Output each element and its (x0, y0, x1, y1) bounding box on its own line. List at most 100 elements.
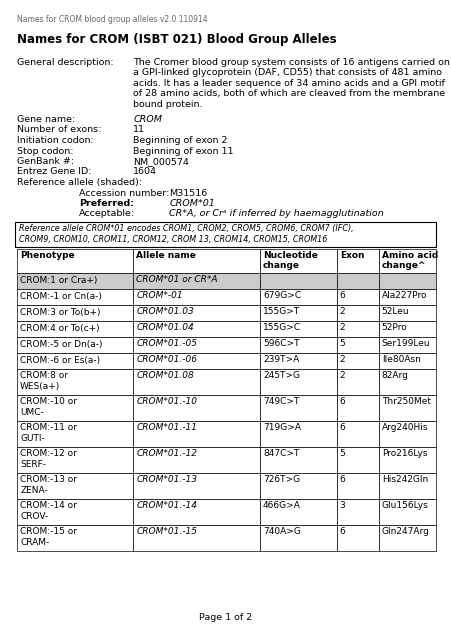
Text: M31516: M31516 (169, 189, 207, 198)
Text: 749C>T: 749C>T (262, 397, 299, 406)
Bar (259, 499, 336, 525)
Bar (378, 289, 435, 305)
Bar (133, 273, 259, 289)
Text: CROM*01.-13: CROM*01.-13 (136, 476, 197, 484)
Bar (133, 525, 259, 550)
Text: Reference allele (shaded):: Reference allele (shaded): (17, 178, 142, 187)
Text: CROM:-15 or
CRAM-: CROM:-15 or CRAM- (20, 527, 77, 547)
Text: Entrez Gene ID:: Entrez Gene ID: (17, 168, 92, 177)
Bar (133, 394, 259, 420)
Text: 6: 6 (339, 527, 345, 536)
Bar (259, 394, 336, 420)
Text: CROM*01.-10: CROM*01.-10 (136, 397, 197, 406)
Text: Accession number:: Accession number: (79, 189, 169, 198)
Text: 2: 2 (339, 323, 345, 333)
Bar (133, 353, 259, 369)
Bar (133, 337, 259, 353)
Text: GenBank #:: GenBank #: (17, 157, 74, 166)
Text: CROM*01.-12: CROM*01.-12 (136, 449, 197, 458)
Bar (133, 248, 259, 273)
Bar (133, 289, 259, 305)
Bar (378, 499, 435, 525)
Bar (259, 472, 336, 499)
Bar (378, 472, 435, 499)
Text: CROM*01.-05: CROM*01.-05 (136, 339, 197, 349)
Bar (259, 321, 336, 337)
Bar (336, 337, 378, 353)
Text: 6: 6 (339, 476, 345, 484)
Text: 239T>A: 239T>A (262, 355, 299, 365)
Bar (17, 353, 133, 369)
Bar (133, 369, 259, 394)
Bar (17, 248, 133, 273)
Text: CROM:4 or To(c+): CROM:4 or To(c+) (20, 323, 100, 333)
Bar (378, 353, 435, 369)
Text: 1604: 1604 (133, 168, 157, 177)
Text: 466G>A: 466G>A (262, 502, 300, 511)
Text: Phenotype: Phenotype (20, 250, 74, 259)
Text: NM_000574: NM_000574 (133, 157, 189, 166)
Bar (378, 337, 435, 353)
Text: CROM:8 or
WES(a+): CROM:8 or WES(a+) (20, 371, 68, 391)
Text: 6: 6 (339, 424, 345, 433)
Bar (17, 420, 133, 447)
Bar (133, 447, 259, 472)
Bar (133, 305, 259, 321)
Text: 740A>G: 740A>G (262, 527, 300, 536)
Text: Page 1 of 2: Page 1 of 2 (199, 613, 252, 622)
Text: 155G>T: 155G>T (262, 307, 299, 317)
Text: CROM:-14 or
CROV-: CROM:-14 or CROV- (20, 502, 77, 521)
Bar (17, 499, 133, 525)
Bar (259, 248, 336, 273)
Bar (336, 420, 378, 447)
Bar (336, 394, 378, 420)
Text: 596C>T: 596C>T (262, 339, 299, 349)
Text: CROM:-12 or
SERF-: CROM:-12 or SERF- (20, 449, 77, 469)
Bar (336, 499, 378, 525)
Text: 3: 3 (339, 502, 345, 511)
Text: CROM*01.03: CROM*01.03 (136, 307, 193, 317)
Bar (17, 337, 133, 353)
Text: Nucleotide
change: Nucleotide change (262, 250, 317, 270)
Text: CROM*01.04: CROM*01.04 (136, 323, 193, 333)
Text: 719G>A: 719G>A (262, 424, 300, 433)
Text: 52Pro: 52Pro (381, 323, 406, 333)
Bar (133, 499, 259, 525)
Bar (133, 321, 259, 337)
Text: General description:: General description: (17, 58, 114, 67)
Text: 5: 5 (339, 339, 345, 349)
Bar (259, 353, 336, 369)
Bar (17, 394, 133, 420)
Text: The Cromer blood group system consists of 16 antigens carried on
a GPI-linked gl: The Cromer blood group system consists o… (133, 58, 449, 109)
Text: CROM:-10 or
UMC-: CROM:-10 or UMC- (20, 397, 77, 417)
Bar (378, 248, 435, 273)
Bar (336, 472, 378, 499)
Bar (336, 525, 378, 550)
Text: 11: 11 (133, 125, 145, 134)
Text: 2: 2 (339, 371, 345, 381)
Text: Gln247Arg: Gln247Arg (381, 527, 429, 536)
Text: Preferred:: Preferred: (79, 199, 134, 208)
Bar (259, 420, 336, 447)
Text: CROM*01: CROM*01 (169, 199, 215, 208)
Bar (336, 447, 378, 472)
Bar (336, 321, 378, 337)
Text: Names for CROM (ISBT 021) Blood Group Alleles: Names for CROM (ISBT 021) Blood Group Al… (17, 33, 336, 46)
Bar (378, 369, 435, 394)
Bar (378, 394, 435, 420)
Bar (259, 337, 336, 353)
Bar (259, 289, 336, 305)
Text: Initiation codon:: Initiation codon: (17, 136, 94, 145)
Text: 2: 2 (339, 355, 345, 365)
Bar (259, 273, 336, 289)
Text: 6: 6 (339, 397, 345, 406)
Text: CROM*01.-15: CROM*01.-15 (136, 527, 197, 536)
Text: CROM*-01: CROM*-01 (136, 291, 183, 301)
Bar (336, 353, 378, 369)
Bar (259, 305, 336, 321)
Bar (336, 273, 378, 289)
Text: Allele name: Allele name (136, 250, 196, 259)
Bar (378, 525, 435, 550)
Text: CR*A, or Crᵃ if inferred by haemagglutination: CR*A, or Crᵃ if inferred by haemagglutin… (169, 209, 383, 218)
Bar (378, 273, 435, 289)
